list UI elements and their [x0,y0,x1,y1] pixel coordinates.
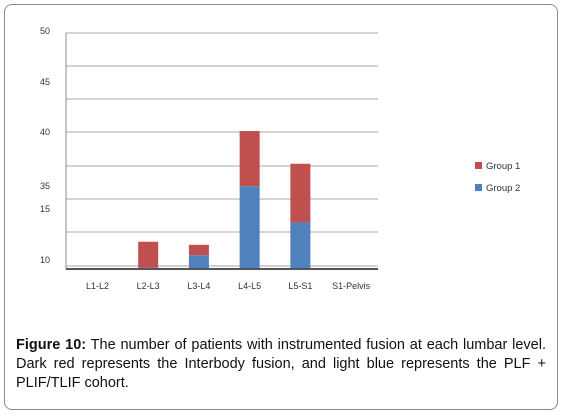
caption-label: Figure 10: [16,337,87,353]
figure-caption: Figure 10: The number of patients with i… [16,336,546,393]
x-tick-label: S1-Pelvis [332,281,371,291]
bar-group-1-l5-s1 [290,163,311,223]
bar-group-2-l5-s1 [290,222,311,269]
y-tick-label: 50 [40,26,50,36]
gridlines [66,32,378,267]
legend-swatch-group-1 [475,162,482,169]
caption-text: The number of patients with instrumented… [16,337,546,391]
legend: Group 1 Group 2 [475,161,520,194]
bar-group-1-l2-l3 [138,241,159,268]
legend-swatch-group-2 [475,184,482,191]
y-tick-label: 40 [40,127,50,137]
axes [65,33,378,270]
x-axis-ticks: L1-L2 L2-L3 L3-L4 L4-L5 L5-S1 S1-Pelvis [86,281,371,291]
x-tick-label: L2-L3 [137,281,160,291]
bar-group-1-l3-l4 [188,244,209,256]
x-tick-label: L1-L2 [86,281,109,291]
y-tick-label: 35 [40,181,50,191]
y-tick-label: 15 [40,204,50,214]
y-tick-label: 10 [40,255,50,265]
x-tick-label: L3-L4 [187,281,210,291]
x-tick-label: L4-L5 [238,281,261,291]
legend-label: Group 2 [486,183,520,194]
legend-label: Group 1 [486,161,520,172]
figure-frame [4,4,558,410]
bars [138,131,311,269]
bar-group-2-l4-l5 [239,186,260,269]
y-axis-ticks: 10 15 35 40 45 50 [40,26,50,265]
bar-group-2-l3-l4 [188,255,209,269]
y-tick-label: 45 [40,77,50,87]
chart: 10 15 35 40 45 50 L1-L2 L2-L3 L3-L4 L4-L5 L5-S1 S1… [40,26,520,291]
x-tick-label: L5-S1 [288,281,312,291]
bar-group-1-l4-l5 [239,131,260,187]
